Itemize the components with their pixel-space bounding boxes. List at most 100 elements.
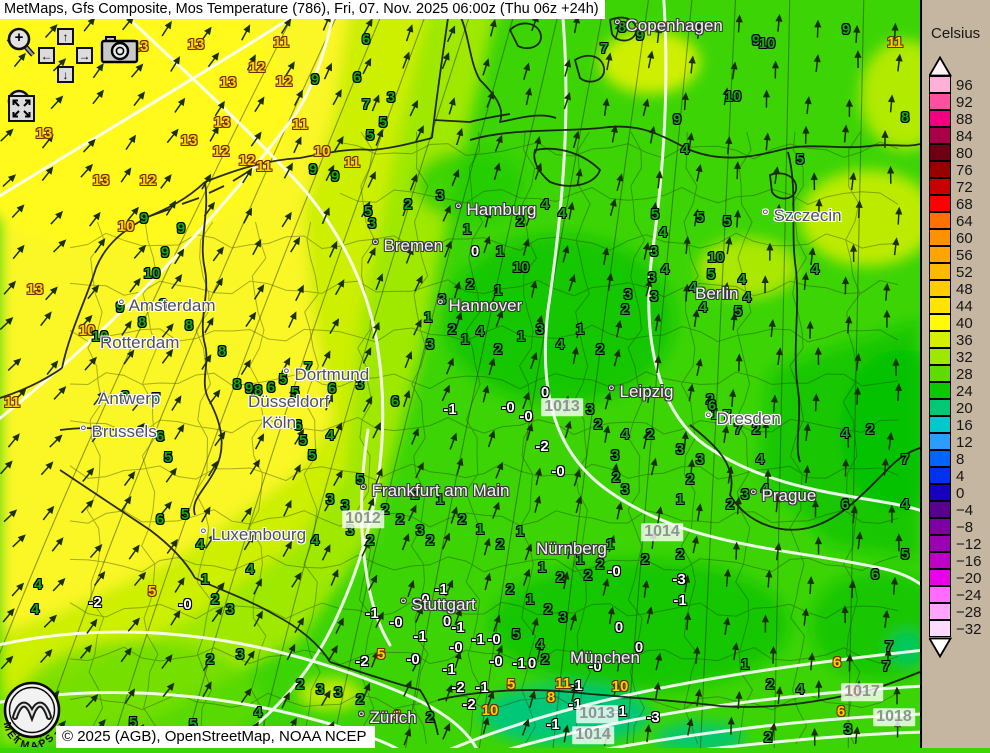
pan-up-button[interactable]: ↑ — [57, 28, 74, 45]
scale-value: 52 — [956, 264, 973, 281]
scale-color-box — [929, 195, 951, 212]
scale-step: 16 — [929, 417, 981, 434]
camera-icon — [100, 33, 140, 65]
scale-value: 60 — [956, 230, 973, 247]
scale-value: −16 — [956, 553, 981, 570]
scale-value: 32 — [956, 349, 973, 366]
scale-value: −8 — [956, 519, 973, 536]
scale-color-box — [929, 552, 951, 569]
scale-value: −12 — [956, 536, 981, 553]
scale-value: −24 — [956, 587, 981, 604]
scale-step: 36 — [929, 332, 981, 349]
scale-color-box — [929, 569, 951, 586]
scale-value: 76 — [956, 162, 973, 179]
scale-step: 80 — [929, 145, 981, 162]
scale-color-box — [929, 161, 951, 178]
scale-value: 20 — [956, 400, 973, 417]
scale-color-box — [929, 586, 951, 603]
scale-value: 24 — [956, 383, 973, 400]
scale-value: 88 — [956, 111, 973, 128]
scale-value: 80 — [956, 145, 973, 162]
scale-step: 96 — [929, 77, 981, 94]
scale-step: 20 — [929, 400, 981, 417]
scale-color-box — [929, 348, 951, 365]
scale-value: 36 — [956, 332, 973, 349]
scale-color-box — [929, 297, 951, 314]
snapshot-button[interactable] — [100, 33, 140, 65]
scale-value: 96 — [956, 77, 973, 94]
scale-step: −24 — [929, 587, 981, 604]
scale-color-box — [929, 246, 951, 263]
scale-color-box — [929, 93, 951, 110]
scale-value: 28 — [956, 366, 973, 383]
scale-step: 32 — [929, 349, 981, 366]
scale-value: −20 — [956, 570, 981, 587]
scale-color-box — [929, 110, 951, 127]
scale-step: 8 — [929, 451, 981, 468]
scale-step: 88 — [929, 111, 981, 128]
scale-arrow-up-icon — [929, 56, 953, 77]
scale-value: 16 — [956, 417, 973, 434]
scale-color-box — [929, 467, 951, 484]
scale-value: 8 — [956, 451, 964, 468]
scale-step: −12 — [929, 536, 981, 553]
scale-color-box — [929, 399, 951, 416]
scale-step: 64 — [929, 213, 981, 230]
scale-value: 12 — [956, 434, 973, 451]
pan-left-button[interactable]: ← — [38, 47, 55, 64]
scale-value: 64 — [956, 213, 973, 230]
scale-value: −32 — [956, 621, 981, 638]
scale-color-box — [929, 620, 951, 637]
scale-color-box — [929, 263, 951, 280]
scale-color-box — [929, 314, 951, 331]
scale-value: 0 — [956, 485, 964, 502]
scale-value: 44 — [956, 298, 973, 315]
scale-color-box — [929, 382, 951, 399]
copyright-bar: © 2025 (AGB), OpenStreetMap, NOAA NCEP — [56, 726, 375, 748]
fullscreen-button[interactable] — [8, 95, 35, 122]
scale-step: 68 — [929, 196, 981, 213]
scale-step: −4 — [929, 502, 981, 519]
scale-step: 24 — [929, 383, 981, 400]
zoom-in-glyph: + — [9, 29, 29, 46]
zoom-in-button[interactable]: + — [5, 27, 37, 59]
scale-value: −28 — [956, 604, 981, 621]
scale-step: 60 — [929, 230, 981, 247]
scale-step: −28 — [929, 604, 981, 621]
scale-color-box — [929, 484, 951, 501]
scale-step: 12 — [929, 434, 981, 451]
scale-color-box — [929, 280, 951, 297]
scale-color-box — [929, 416, 951, 433]
scale-step: 52 — [929, 264, 981, 281]
scale-color-box — [929, 501, 951, 518]
scale-step: 44 — [929, 298, 981, 315]
scale-step: 76 — [929, 162, 981, 179]
scale-color-box — [929, 433, 951, 450]
scale-color-box — [929, 331, 951, 348]
scale-arrow-down-icon — [929, 637, 953, 658]
scale-step: 84 — [929, 128, 981, 145]
pan-down-button[interactable]: ↓ — [57, 66, 74, 83]
scale-value: 4 — [956, 468, 964, 485]
scale-color-box — [929, 212, 951, 229]
scale-color-box — [929, 535, 951, 552]
scale-step: 48 — [929, 281, 981, 298]
scale-color-box — [929, 127, 951, 144]
scale-step: −8 — [929, 519, 981, 536]
scale-value: −4 — [956, 502, 973, 519]
scale-color-box — [929, 603, 951, 620]
scale-value: 92 — [956, 94, 973, 111]
pan-right-button[interactable]: → — [76, 47, 93, 64]
metmaps-logo-icon: METMAPS — [1, 681, 65, 747]
scale-color-box — [929, 229, 951, 246]
scale-color-box — [929, 144, 951, 161]
scale-value: 84 — [956, 128, 973, 145]
scale-value: 72 — [956, 179, 973, 196]
scale-value: 40 — [956, 315, 973, 332]
scale-step: 92 — [929, 94, 981, 111]
scale-step: 4 — [929, 468, 981, 485]
metmaps-logo: METMAPS — [1, 681, 65, 752]
